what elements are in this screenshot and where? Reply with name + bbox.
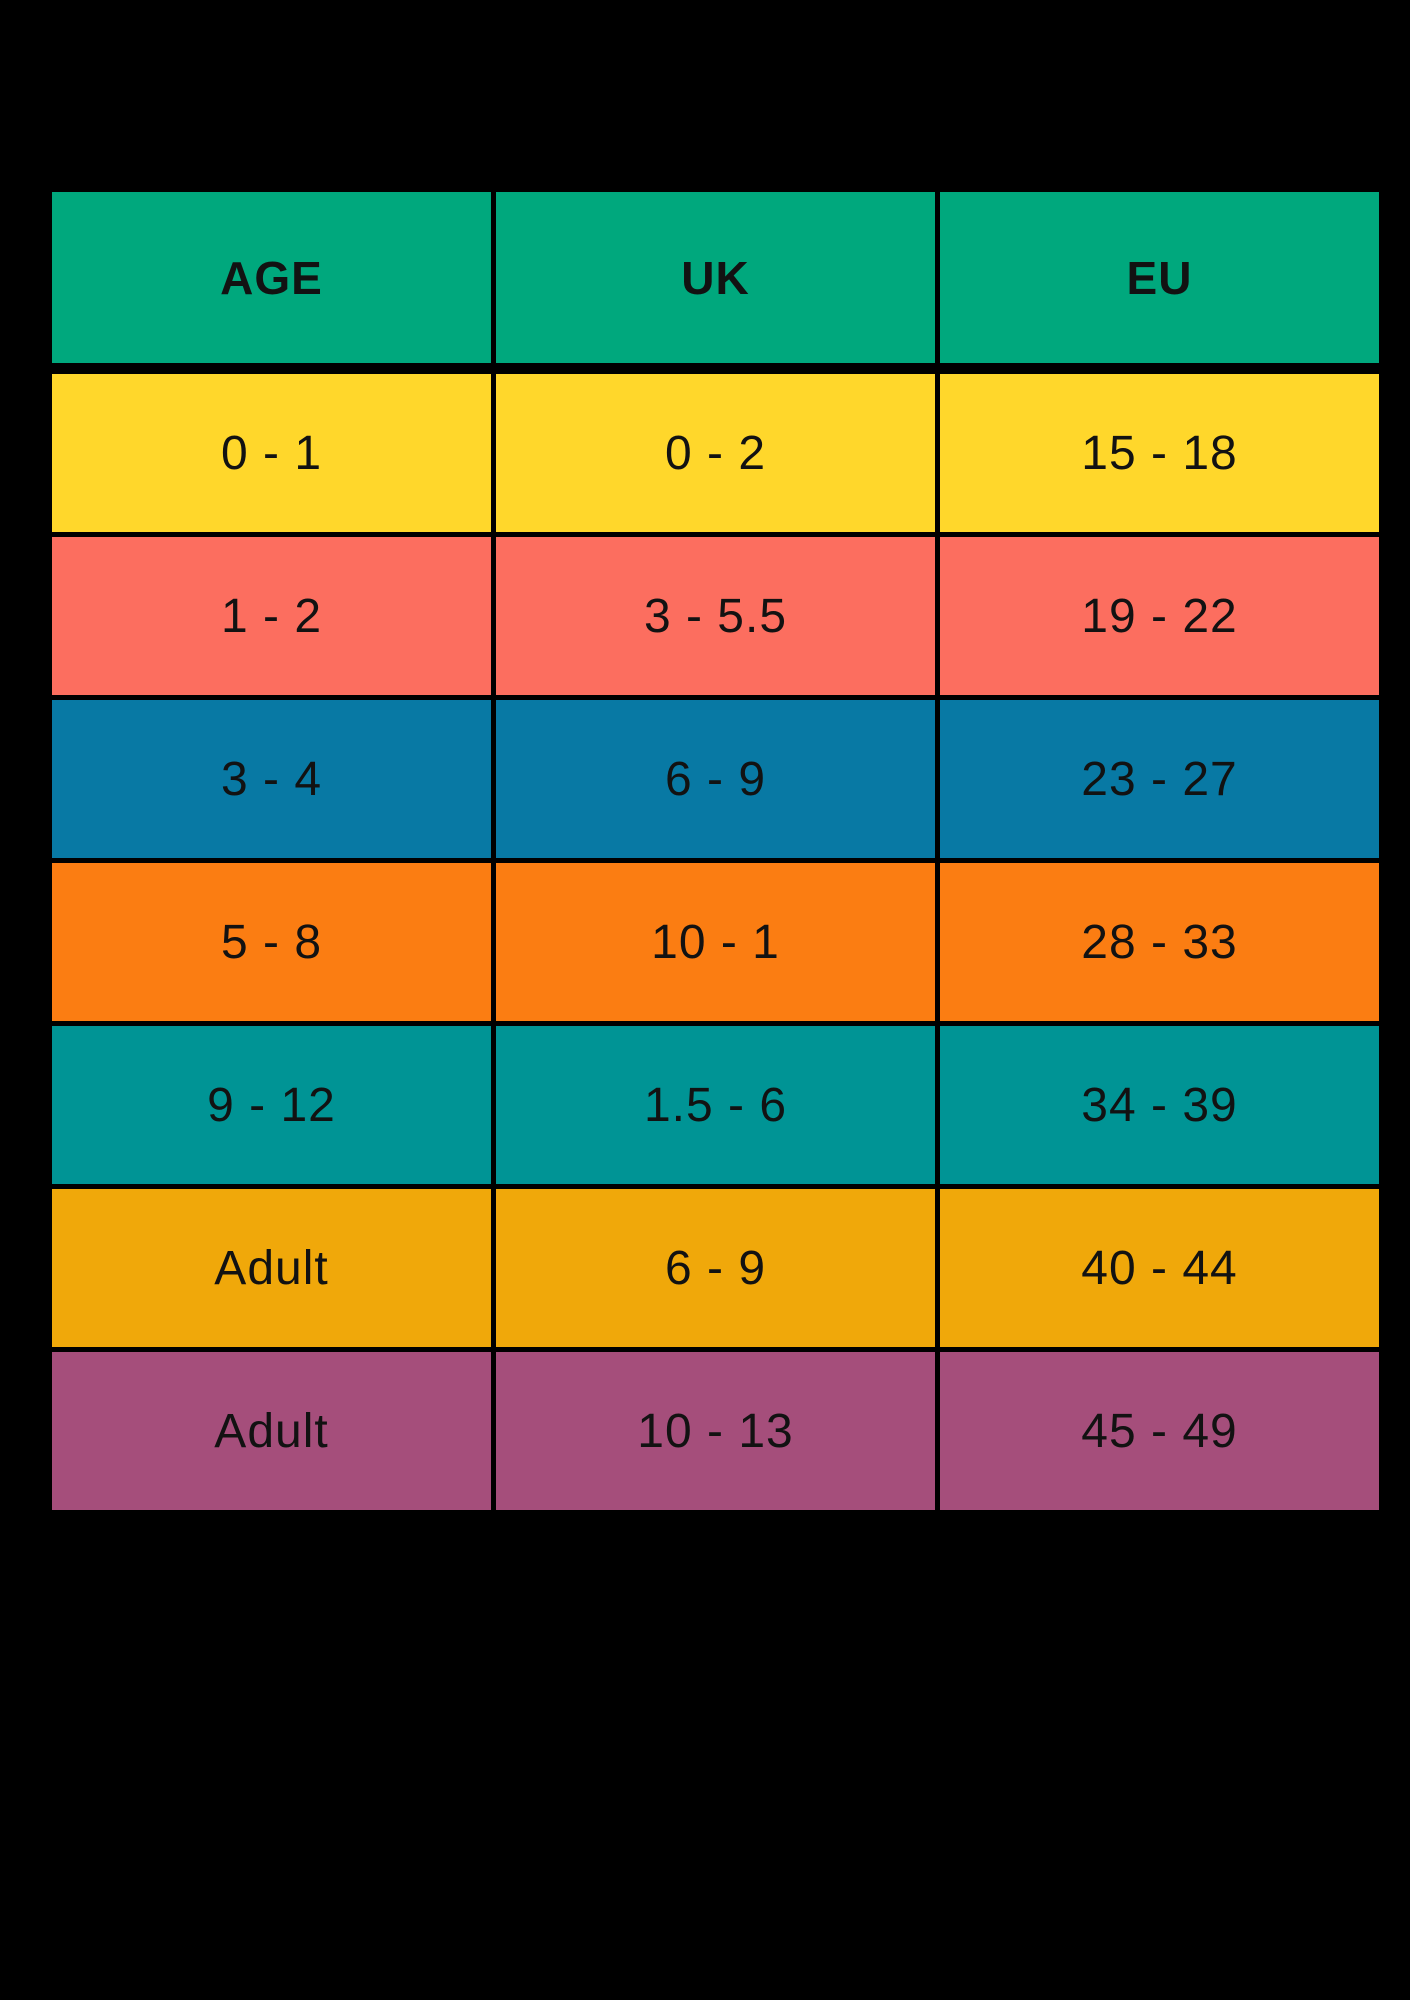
cell-eu: 23 - 27	[940, 700, 1379, 858]
cell-uk: 6 - 9	[496, 1189, 935, 1347]
table-row: Adult 6 - 9 40 - 44	[52, 1189, 1379, 1347]
cell-age: 1 - 2	[52, 537, 491, 695]
cell-age: 5 - 8	[52, 863, 491, 1021]
column-header-eu: EU	[940, 192, 1379, 363]
column-header-age: AGE	[52, 192, 491, 363]
header-row: AGE UK EU	[52, 192, 1379, 363]
table-row: 5 - 8 10 - 1 28 - 33	[52, 863, 1379, 1021]
cell-uk: 1.5 - 6	[496, 1026, 935, 1184]
table-row: 1 - 2 3 - 5.5 19 - 22	[52, 537, 1379, 695]
cell-age: Adult	[52, 1189, 491, 1347]
table-row: 0 - 1 0 - 2 15 - 18	[52, 374, 1379, 532]
cell-age: 3 - 4	[52, 700, 491, 858]
cell-uk: 10 - 1	[496, 863, 935, 1021]
cell-uk: 6 - 9	[496, 700, 935, 858]
size-chart-table: AGE UK EU 0 - 1 0 - 2 15 - 18 1 - 2 3 - …	[52, 192, 1379, 1510]
cell-uk: 10 - 13	[496, 1352, 935, 1510]
cell-eu: 40 - 44	[940, 1189, 1379, 1347]
cell-uk: 0 - 2	[496, 374, 935, 532]
column-header-uk: UK	[496, 192, 935, 363]
table-row: 9 - 12 1.5 - 6 34 - 39	[52, 1026, 1379, 1184]
cell-age: 9 - 12	[52, 1026, 491, 1184]
cell-eu: 34 - 39	[940, 1026, 1379, 1184]
cell-eu: 45 - 49	[940, 1352, 1379, 1510]
cell-eu: 28 - 33	[940, 863, 1379, 1021]
cell-uk: 3 - 5.5	[496, 537, 935, 695]
cell-eu: 15 - 18	[940, 374, 1379, 532]
cell-age: 0 - 1	[52, 374, 491, 532]
cell-eu: 19 - 22	[940, 537, 1379, 695]
table-row: Adult 10 - 13 45 - 49	[52, 1352, 1379, 1510]
table-row: 3 - 4 6 - 9 23 - 27	[52, 700, 1379, 858]
cell-age: Adult	[52, 1352, 491, 1510]
